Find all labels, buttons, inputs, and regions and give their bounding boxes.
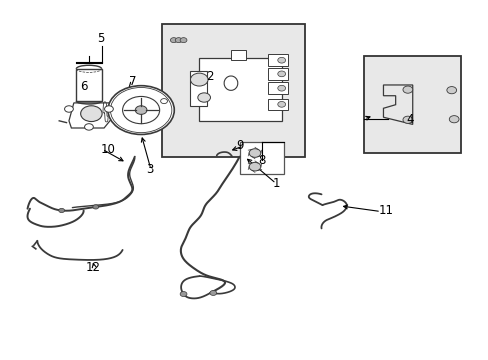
Text: 8: 8	[257, 154, 264, 167]
Text: 11: 11	[378, 204, 393, 217]
Circle shape	[81, 106, 102, 122]
Circle shape	[277, 71, 285, 77]
Bar	[161, 24, 305, 157]
Bar	[267, 99, 287, 110]
Bar	[363, 56, 461, 153]
Circle shape	[446, 87, 456, 94]
Circle shape	[277, 102, 285, 107]
Circle shape	[209, 291, 216, 296]
Circle shape	[402, 86, 412, 93]
Text: 3: 3	[145, 163, 153, 176]
Bar	[230, 50, 245, 60]
Circle shape	[190, 73, 207, 86]
Bar	[267, 82, 287, 94]
Circle shape	[277, 57, 285, 63]
Circle shape	[402, 116, 412, 123]
Circle shape	[448, 116, 458, 123]
Bar	[76, 69, 102, 101]
Bar	[239, 142, 283, 174]
Text: 7: 7	[128, 75, 136, 88]
Text: 10: 10	[101, 143, 115, 156]
Circle shape	[175, 38, 182, 42]
Text: 9: 9	[235, 139, 243, 152]
Circle shape	[180, 38, 186, 42]
Circle shape	[248, 162, 260, 171]
Circle shape	[93, 205, 99, 209]
Bar	[267, 54, 287, 66]
Circle shape	[84, 124, 93, 130]
Circle shape	[108, 86, 174, 134]
Circle shape	[248, 149, 260, 157]
Bar	[267, 68, 287, 80]
Circle shape	[170, 38, 177, 42]
Text: 12: 12	[86, 261, 101, 274]
Circle shape	[135, 106, 147, 114]
Circle shape	[198, 93, 210, 102]
Circle shape	[64, 106, 73, 112]
Text: 2: 2	[206, 69, 214, 82]
Circle shape	[160, 99, 167, 104]
Text: 1: 1	[272, 177, 279, 190]
Text: 6: 6	[80, 80, 87, 93]
Text: 5: 5	[97, 32, 104, 45]
Bar	[189, 71, 206, 107]
Circle shape	[277, 85, 285, 91]
Circle shape	[180, 292, 186, 297]
Bar	[199, 58, 282, 121]
Circle shape	[59, 208, 64, 213]
Circle shape	[104, 106, 113, 112]
Text: 4: 4	[406, 113, 413, 126]
